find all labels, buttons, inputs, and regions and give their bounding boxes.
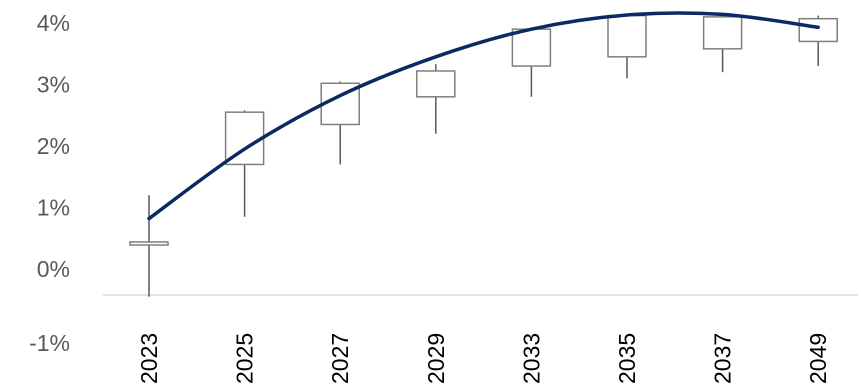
- y-tick-label: -1%: [29, 330, 70, 356]
- candle-box: [702, 16, 743, 50]
- y-axis: 4% 3% 2% 1% 0% -1%: [29, 10, 70, 356]
- x-tick-label: 2027: [327, 333, 353, 384]
- x-axis-labels: 2023 2025 2027 2029 2033 2035 2037 2049: [136, 333, 831, 384]
- x-tick-label: 2023: [136, 333, 162, 384]
- candle-box: [129, 241, 169, 246]
- x-tick-label: 2037: [710, 333, 736, 384]
- x-tick-label: 2029: [423, 333, 449, 384]
- y-tick-label: 1%: [37, 195, 70, 221]
- candle-box: [416, 70, 456, 98]
- candle-box: [511, 28, 552, 67]
- candle-box: [798, 17, 838, 43]
- y-tick-label: 4%: [37, 10, 70, 36]
- boxes: [129, 14, 838, 246]
- x-tick-label: 2049: [805, 333, 831, 384]
- y-tick-label: 3%: [37, 72, 70, 98]
- y-tick-label: 2%: [37, 133, 70, 159]
- candle-box: [607, 14, 647, 58]
- x-tick-label: 2033: [518, 333, 544, 384]
- x-tick-label: 2025: [232, 333, 258, 384]
- x-tick-label: 2035: [614, 333, 640, 384]
- y-tick-label: 0%: [37, 256, 70, 282]
- trend-line: [147, 11, 820, 221]
